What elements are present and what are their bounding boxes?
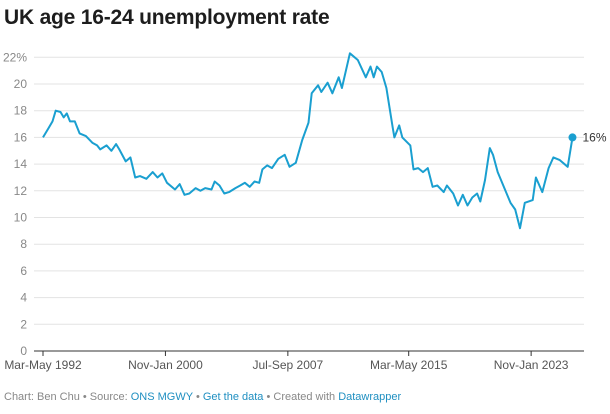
x-tick-label: Mar-May 2015 bbox=[370, 358, 448, 372]
chart-title: UK age 16-24 unemployment rate bbox=[4, 6, 330, 29]
footer: Chart: Ben Chu • Source: ONS MGWY • Get … bbox=[4, 391, 401, 403]
y-tick-label: 6 bbox=[20, 264, 27, 278]
x-tick-label: Nov-Jan 2023 bbox=[494, 358, 569, 372]
end-point-marker bbox=[568, 133, 577, 142]
y-tick-label: 8 bbox=[20, 237, 27, 251]
get-data-link[interactable]: Get the data bbox=[202, 391, 264, 403]
end-value-label: 16% bbox=[582, 130, 606, 144]
y-tick-label: 22% bbox=[3, 50, 27, 64]
source-link[interactable]: ONS MGWY bbox=[130, 391, 193, 403]
y-tick-label: 14 bbox=[14, 157, 28, 171]
y-tick-label: 4 bbox=[20, 291, 27, 305]
x-tick-label: Nov-Jan 2000 bbox=[128, 358, 203, 372]
y-tick-label: 0 bbox=[20, 344, 27, 358]
datawrapper-link[interactable]: Datawrapper bbox=[338, 391, 402, 403]
created-text: • Created with bbox=[263, 391, 339, 403]
gridlines bbox=[34, 56, 584, 352]
x-tick-label: Jul-Sep 2007 bbox=[253, 358, 324, 372]
x-tick-label: Mar-May 1992 bbox=[4, 358, 82, 372]
y-tick-label: 18 bbox=[14, 104, 28, 118]
y-tick-label: 16 bbox=[14, 130, 28, 144]
y-tick-label: 12 bbox=[14, 184, 28, 198]
series-line bbox=[42, 52, 574, 230]
y-tick-label: 2 bbox=[20, 317, 27, 331]
credit-text: Chart: Ben Chu • Source: bbox=[4, 391, 131, 403]
y-tick-label: 20 bbox=[14, 77, 28, 91]
y-axis-ticks: 0 2 4 6 8 10 12 14 16 18 20 22% bbox=[3, 50, 27, 358]
y-tick-label: 10 bbox=[14, 211, 28, 225]
x-axis-ticks: Mar-May 1992 Nov-Jan 2000 Jul-Sep 2007 Mar-… bbox=[4, 351, 569, 372]
separator: • bbox=[192, 391, 203, 403]
